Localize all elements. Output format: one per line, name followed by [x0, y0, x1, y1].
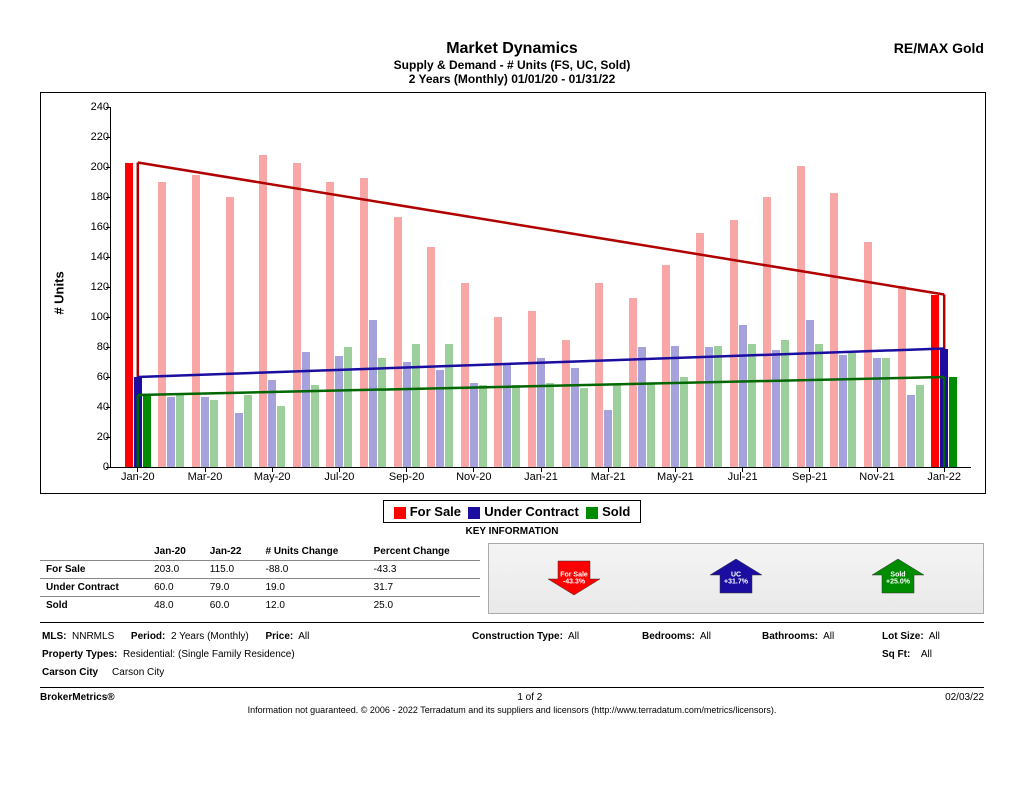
table-cell: 12.0 — [259, 597, 367, 615]
y-tick-label: 240 — [79, 101, 109, 113]
arrow-label: UC+31.7% — [708, 571, 764, 586]
legend-swatch — [586, 507, 598, 519]
footer-disclaimer: Information not guaranteed. © 2006 - 202… — [40, 705, 984, 715]
bathrooms-label: Bathrooms: — [762, 631, 818, 642]
period-value: 2 Years (Monthly) — [171, 631, 249, 642]
mls-value: NNRMLS — [72, 631, 114, 642]
chart-container: # Units 0 20 40 60 80 100 120 140 160 180 200 220 24… — [40, 92, 986, 494]
table-cell: 60.0 — [148, 579, 204, 597]
sqft-label: Sq Ft: — [882, 649, 910, 660]
bedrooms-value: All — [700, 631, 711, 642]
construction-label: Construction Type: — [472, 631, 563, 642]
report-title: Market Dynamics — [40, 40, 984, 58]
report-subtitle-1: Supply & Demand - # Units (FS, UC, Sold) — [40, 58, 984, 72]
lot-label: Lot Size: — [882, 631, 924, 642]
x-tick-label: May-21 — [657, 471, 694, 483]
lot-value: All — [929, 631, 940, 642]
x-tick-label: Jan-22 — [927, 471, 961, 483]
legend-swatch — [394, 507, 406, 519]
table-header: Jan-22 — [204, 543, 260, 561]
table-header: Jan-20 — [148, 543, 204, 561]
y-tick-label: 60 — [79, 371, 109, 383]
table-cell: 19.0 — [259, 579, 367, 597]
table-cell: 31.7 — [368, 579, 480, 597]
x-tick-label: Jan-21 — [524, 471, 558, 483]
x-tick-label: Mar-21 — [591, 471, 626, 483]
change-arrow: Sold+25.0% — [870, 557, 926, 600]
y-tick-label: 100 — [79, 311, 109, 323]
legend-label: For Sale — [410, 504, 461, 519]
x-tick-label: May-20 — [254, 471, 291, 483]
region-label: Carson City — [42, 667, 98, 678]
x-tick-label: Jan-20 — [121, 471, 155, 483]
key-info-title: KEY INFORMATION — [40, 526, 984, 537]
chart-legend: For Sale Under Contract Sold — [40, 500, 984, 523]
row-label: For Sale — [40, 561, 148, 579]
table-cell: 60.0 — [204, 597, 260, 615]
table-row: Sold48.060.012.025.0 — [40, 597, 480, 615]
x-tick-label: Sep-20 — [389, 471, 424, 483]
filter-panel: MLS: NNRMLS Period: 2 Years (Monthly) Pr… — [40, 622, 984, 688]
key-info-table: Jan-20Jan-22# Units ChangePercent Change… — [40, 543, 480, 614]
report-header: RE/MAX Gold Market Dynamics Supply & Dem… — [40, 40, 984, 86]
price-value: All — [298, 631, 309, 642]
row-label: Under Contract — [40, 579, 148, 597]
change-indicators: For Sale-43.3% UC+31.7% Sold+25.0% — [488, 543, 984, 614]
y-tick-label: 0 — [79, 461, 109, 473]
y-tick-label: 40 — [79, 401, 109, 413]
page-footer: BrokerMetrics® 1 of 2 02/03/22 — [40, 692, 984, 703]
x-tick-label: Jul-21 — [728, 471, 758, 483]
x-tick-label: Jul-20 — [324, 471, 354, 483]
table-cell: 25.0 — [368, 597, 480, 615]
arrow-label: Sold+25.0% — [870, 571, 926, 586]
table-row: Under Contract60.079.019.031.7 — [40, 579, 480, 597]
table-cell: 115.0 — [204, 561, 260, 579]
price-label: Price: — [265, 631, 293, 642]
y-tick-label: 200 — [79, 161, 109, 173]
proptypes-value: Residential: (Single Family Residence) — [123, 649, 295, 660]
y-tick-label: 160 — [79, 221, 109, 233]
change-arrow: UC+31.7% — [708, 557, 764, 600]
period-label: Period: — [131, 631, 165, 642]
row-label: Sold — [40, 597, 148, 615]
x-tick-label: Nov-20 — [456, 471, 491, 483]
construction-value: All — [568, 631, 579, 642]
region-value: Carson City — [112, 667, 164, 678]
y-tick-label: 180 — [79, 191, 109, 203]
table-cell: 48.0 — [148, 597, 204, 615]
report-subtitle-2: 2 Years (Monthly) 01/01/20 - 01/31/22 — [40, 72, 984, 86]
sqft-value: All — [921, 649, 932, 660]
table-cell: 203.0 — [148, 561, 204, 579]
legend-swatch — [468, 507, 480, 519]
y-tick-label: 220 — [79, 131, 109, 143]
y-tick-label: 140 — [79, 251, 109, 263]
x-tick-label: Sep-21 — [792, 471, 827, 483]
footer-left: BrokerMetrics® — [40, 692, 115, 703]
table-header — [40, 543, 148, 561]
bathrooms-value: All — [823, 631, 834, 642]
y-tick-label: 80 — [79, 341, 109, 353]
legend-label: Sold — [602, 504, 630, 519]
x-tick-label: Nov-21 — [859, 471, 894, 483]
table-cell: 79.0 — [204, 579, 260, 597]
table-cell: -88.0 — [259, 561, 367, 579]
mls-label: MLS: — [42, 631, 66, 642]
brand-label: RE/MAX Gold — [894, 40, 984, 56]
y-tick-label: 20 — [79, 431, 109, 443]
proptypes-label: Property Types: — [42, 649, 117, 660]
table-header: # Units Change — [259, 543, 367, 561]
arrow-label: For Sale-43.3% — [546, 571, 602, 586]
change-arrow: For Sale-43.3% — [546, 557, 602, 600]
y-tick-label: 120 — [79, 281, 109, 293]
table-cell: -43.3 — [368, 561, 480, 579]
table-header: Percent Change — [368, 543, 480, 561]
footer-center: 1 of 2 — [517, 692, 542, 703]
table-row: For Sale203.0115.0-88.0-43.3 — [40, 561, 480, 579]
footer-right: 02/03/22 — [945, 692, 984, 703]
y-axis-label: # Units — [52, 271, 67, 314]
bedrooms-label: Bedrooms: — [642, 631, 695, 642]
legend-label: Under Contract — [484, 504, 579, 519]
x-tick-label: Mar-20 — [188, 471, 223, 483]
